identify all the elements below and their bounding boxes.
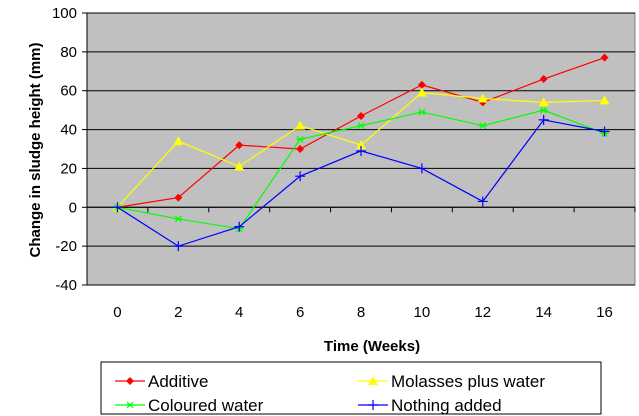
- y-axis: -40 -20 0 20 40 60 80 100: [52, 5, 88, 294]
- x-tick-label: 14: [535, 304, 552, 321]
- legend-label: Additive: [148, 372, 208, 391]
- series-layer: [112, 53, 610, 252]
- data-point: [357, 122, 365, 130]
- x-axis-title: Time (Weeks): [324, 338, 420, 355]
- data-point: [235, 141, 244, 150]
- data-point: [477, 93, 488, 103]
- y-tick-label: 20: [60, 160, 77, 177]
- x-tick-label: 10: [414, 304, 431, 321]
- data-point: [417, 108, 426, 116]
- data-point: [599, 95, 610, 105]
- x-tick-label: 2: [174, 304, 182, 321]
- y-tick-label: 100: [52, 5, 77, 22]
- series-molasses-plus-water: [112, 87, 610, 212]
- data-point: [126, 401, 134, 409]
- y-tick-label: -20: [55, 238, 77, 255]
- data-point: [478, 122, 487, 130]
- legend-item: Additive: [115, 372, 208, 391]
- data-point: [174, 215, 183, 223]
- legend: Additive Molasses plus water Coloured wate…: [100, 361, 602, 415]
- x-tick-label: 12: [474, 304, 491, 321]
- x-tick-label: 16: [596, 304, 613, 321]
- x-axis: 0 2 4 6 8 10 12 14 16: [86, 206, 636, 321]
- data-point: [600, 53, 609, 62]
- data-point: [173, 136, 184, 146]
- series-nothing-added: [112, 114, 610, 252]
- data-point: [296, 145, 305, 153]
- data-point: [539, 75, 548, 84]
- series-additive: [113, 53, 609, 212]
- data-point: [174, 193, 183, 202]
- y-tick-label: -40: [55, 277, 77, 294]
- data-point: [234, 161, 245, 171]
- x-tick-label: 4: [235, 304, 243, 321]
- y-tick-label: 60: [60, 83, 77, 100]
- x-tick-label: 8: [357, 304, 365, 321]
- legend-item: Molasses plus water: [358, 372, 545, 391]
- legend-label: Nothing added: [391, 396, 502, 415]
- data-point: [416, 163, 427, 174]
- legend-item: Coloured water: [115, 396, 264, 415]
- data-point: [356, 145, 366, 156]
- data-point: [538, 97, 549, 107]
- data-point: [477, 196, 488, 207]
- data-point: [416, 87, 427, 97]
- x-tick-label: 0: [113, 304, 121, 321]
- data-point: [417, 80, 426, 89]
- data-point: [368, 376, 378, 385]
- data-point: [295, 120, 306, 130]
- y-tick-label: 40: [60, 122, 77, 139]
- legend-label: Coloured water: [148, 396, 264, 415]
- data-point: [356, 140, 366, 150]
- data-point: [539, 106, 548, 114]
- data-point: [173, 241, 184, 252]
- legend-box: [100, 361, 602, 415]
- data-point: [295, 171, 306, 182]
- y-tick-label: 0: [69, 199, 77, 216]
- data-point: [599, 126, 610, 137]
- data-point: [112, 202, 123, 213]
- data-point: [296, 135, 305, 143]
- y-axis-title: Change in sludge height (mm): [27, 42, 44, 257]
- data-point: [368, 400, 378, 410]
- legend-label: Molasses plus water: [391, 372, 545, 391]
- data-point: [126, 377, 134, 385]
- data-point: [234, 221, 245, 232]
- legend-item: Nothing added: [358, 396, 502, 415]
- y-tick-label: 80: [60, 44, 77, 61]
- x-tick-label: 6: [296, 304, 304, 321]
- data-point: [538, 114, 549, 125]
- data-point: [357, 111, 365, 120]
